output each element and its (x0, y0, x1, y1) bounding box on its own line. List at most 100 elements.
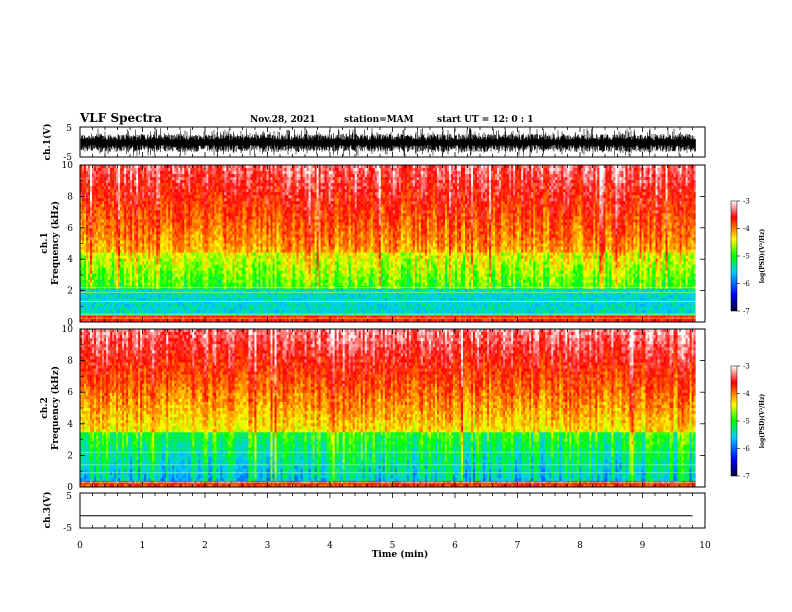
spectrogram-cell (190, 222, 192, 225)
spectrogram-cell (106, 250, 108, 253)
spectrogram-cell (210, 247, 212, 250)
spectrogram-cell (106, 186, 108, 189)
spectrogram-cell (150, 256, 152, 259)
spectrogram-cell (104, 198, 106, 201)
spectrogram-cell (114, 234, 116, 237)
spectrogram-cell (202, 228, 204, 231)
spectrogram-cell (138, 237, 140, 240)
spectrogram-cell (126, 277, 128, 280)
spectrogram-cell (102, 298, 104, 301)
spectrogram-cell (206, 207, 208, 210)
spectrogram-cell (170, 262, 172, 265)
spectrogram-cell (120, 280, 122, 283)
spectrogram-cell (118, 253, 120, 256)
spectrogram-cell (178, 298, 180, 301)
spectrogram-cell (232, 295, 234, 298)
spectrogram-cell (86, 174, 88, 177)
spectrogram-cell (122, 244, 124, 247)
spectrogram-cell (130, 268, 132, 271)
spectrogram-cell (262, 280, 264, 283)
spectrogram-cell (114, 228, 116, 231)
spectrogram-cell (212, 180, 214, 183)
spectrogram-cell (130, 256, 132, 259)
spectrogram-cell (84, 268, 86, 271)
spectrogram-cell (226, 268, 228, 271)
spectrogram-cell (266, 265, 268, 268)
spectrogram-cell (220, 244, 222, 247)
spectrogram-cell (130, 204, 132, 207)
spectrogram-cell (242, 247, 244, 250)
spectrogram-cell (258, 195, 260, 198)
spectrogram-cell (208, 316, 210, 319)
spectrogram-cell (250, 168, 252, 171)
spectrogram-cell (266, 298, 268, 301)
spectrogram-cell (150, 277, 152, 280)
spectrogram-cell (248, 271, 250, 274)
spectrogram-cell (234, 253, 236, 256)
spectrogram-cell (138, 174, 140, 177)
spectrogram-cell (234, 289, 236, 292)
spectrogram-cell (206, 283, 208, 286)
spectrogram-cell (260, 240, 262, 243)
spectrogram-cell (162, 216, 164, 219)
spectrogram-cell (152, 216, 154, 219)
spectrogram-cell (212, 313, 214, 316)
spectrogram-cell (158, 271, 160, 274)
spectrogram-cell (192, 225, 194, 228)
spectrogram-cell (130, 244, 132, 247)
spectrogram-cell (230, 313, 232, 316)
spectrogram-cell (172, 216, 174, 219)
spectrogram-cell (216, 168, 218, 171)
spectrogram-cell (158, 231, 160, 234)
spectrogram-cell (212, 283, 214, 286)
spectrogram-cell (122, 198, 124, 201)
spectrogram-cell (126, 250, 128, 253)
spectrogram-cell (258, 283, 260, 286)
spectrogram-cell (190, 244, 192, 247)
spectrogram-cell (264, 198, 266, 201)
spectrogram-cell (236, 295, 238, 298)
spectrogram-cell (240, 283, 242, 286)
spectrogram-cell (150, 289, 152, 292)
spectrogram-cell (158, 201, 160, 204)
spectrogram-cell (182, 225, 184, 228)
spectrogram-cell (112, 207, 114, 210)
spectrogram-cell (172, 195, 174, 198)
spectrogram-cell (236, 186, 238, 189)
spectrogram-cell (132, 171, 134, 174)
spectrogram-cell (230, 274, 232, 277)
spectrogram-cell (192, 207, 194, 210)
spectrogram-cell (182, 222, 184, 225)
spectrogram-cell (98, 219, 100, 222)
spectrogram-cell (124, 295, 126, 298)
spectrogram-cell (180, 192, 182, 195)
spectrogram-cell (266, 183, 268, 186)
spectrogram-cell (248, 265, 250, 268)
spectrogram-cell (198, 268, 200, 271)
spectrogram-cell (110, 201, 112, 204)
spectrogram-cell (218, 216, 220, 219)
spectrogram-cell (152, 244, 154, 247)
spectrogram-cell (200, 268, 202, 271)
spectrogram-cell (156, 259, 158, 262)
spectrogram-cell (186, 183, 188, 186)
spectrogram-cell (172, 280, 174, 283)
spectrogram-cell (164, 280, 166, 283)
spectrogram-cell (200, 316, 202, 319)
spectrogram-cell (254, 316, 256, 319)
spectrogram-cell (224, 253, 226, 256)
spectrogram-cell (148, 280, 150, 283)
spectrogram-cell (132, 298, 134, 301)
spectrogram-cell (224, 183, 226, 186)
spectrogram-cell (148, 189, 150, 192)
spectrogram-cell (184, 244, 186, 247)
spectrogram-cell (212, 295, 214, 298)
spectrogram-cell (252, 262, 254, 265)
spectrogram-cell (250, 216, 252, 219)
spectrogram-cell (264, 256, 266, 259)
spectrogram-cell (192, 192, 194, 195)
spectrogram-cell (240, 174, 242, 177)
spectrogram-cell (220, 195, 222, 198)
spectrogram-cell (84, 256, 86, 259)
spectrogram-cell (198, 210, 200, 213)
